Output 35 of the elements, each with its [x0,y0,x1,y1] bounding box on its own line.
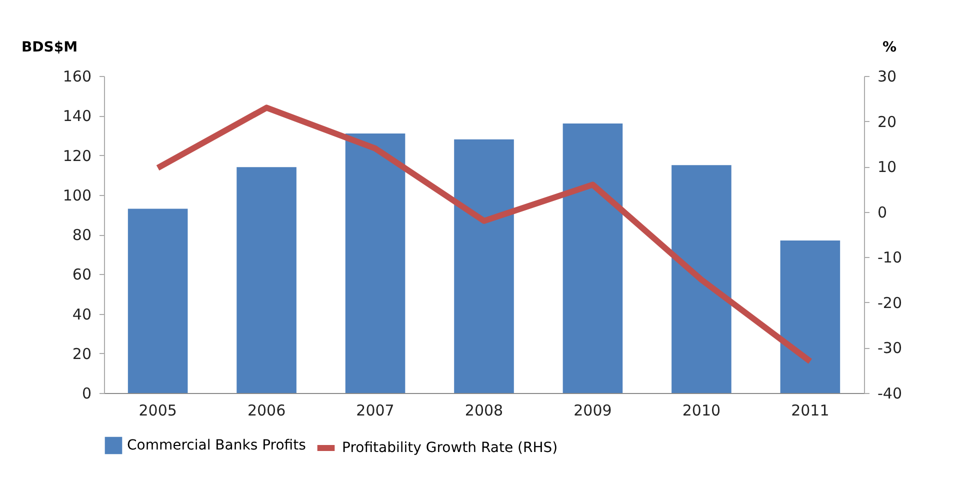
y-axis-title: BDS$M [21,40,78,56]
legend-label: Profitability Growth Rate (RHS) [342,440,558,456]
y-tick-label: 100 [62,186,92,204]
x-tick-label: 2008 [464,402,504,420]
y-tick-label: 120 [62,146,92,165]
bar [345,133,406,393]
x-tick-label: 2011 [791,402,830,420]
y2-tick-label: 0 [878,203,888,222]
bar [236,167,296,393]
y2-tick-label: 10 [878,158,897,176]
y2-tick-label: -40 [878,384,902,402]
y-tick-label: 0 [82,384,92,402]
y2-tick-label: 30 [878,68,897,86]
y2-tick-label: -20 [878,294,902,312]
x-tick-label: 2010 [682,402,721,420]
x-tick-label: 2007 [356,402,394,420]
bar [672,165,732,393]
legend-label: Commercial Banks Profits [127,438,306,454]
bar [128,208,188,393]
x-tick-label: 2005 [138,402,177,420]
y-tick-label: 40 [72,305,92,324]
y-tick-label: 160 [62,68,92,86]
y2-tick-label: -10 [878,248,902,267]
y-tick-label: 60 [72,266,92,284]
y2-tick-label: -30 [878,339,902,358]
y-tick-label: 80 [72,226,92,244]
x-tick-label: 2006 [247,402,286,420]
bar [780,240,840,393]
y2-tick-label: 20 [878,112,897,131]
bar [454,139,514,393]
bar [562,124,623,393]
x-tick-label: 2009 [574,402,612,420]
y2-axis-title: % [882,40,897,56]
y-tick-label: 20 [72,344,92,363]
y-tick-label: 140 [62,107,92,126]
